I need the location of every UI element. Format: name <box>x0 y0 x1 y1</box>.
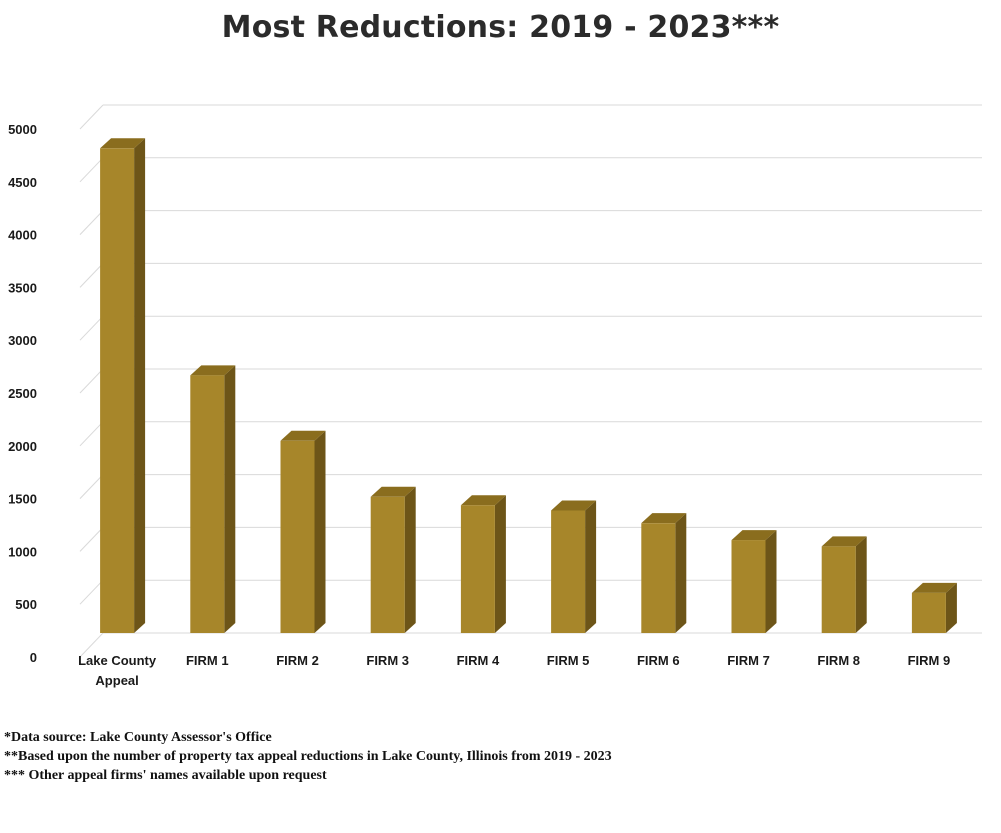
x-axis-labels: Lake County Appeal FIRM 1 FIRM 2 FIRM 3 FIRM … <box>78 653 950 688</box>
gridline-connector <box>79 263 104 288</box>
bar <box>280 440 315 633</box>
x-tick-label: FIRM 6 <box>637 653 680 668</box>
x-tick-label: FIRM 8 <box>817 653 860 668</box>
footnote-methodology: **Based upon the number of property tax … <box>4 749 612 764</box>
bar <box>911 592 946 633</box>
footnotes: *Data source: Lake County Assessor's Off… <box>4 728 984 785</box>
bar-side <box>314 430 326 633</box>
bar <box>460 505 495 633</box>
x-tick-label: FIRM 9 <box>908 653 951 668</box>
bar <box>641 523 676 633</box>
y-tick-label: 1500 <box>8 492 37 507</box>
y-tick-label: 1000 <box>8 544 37 559</box>
footnote-data-source: *Data source: Lake County Assessor's Off… <box>4 730 272 745</box>
gridline-connector <box>79 157 104 183</box>
bar-side <box>945 582 957 633</box>
bar-side <box>585 500 597 633</box>
bar-side <box>765 530 777 633</box>
gridline-connector <box>79 632 104 658</box>
bar-chart: 0 500 1000 1500 2000 2500 3000 3500 4000 4500 5000… <box>8 104 982 688</box>
bar <box>551 510 586 633</box>
y-tick-label: 3000 <box>8 333 37 348</box>
bar <box>100 148 135 633</box>
gridline-connector <box>79 579 104 605</box>
y-axis-ticks: 0 500 1000 1500 2000 2500 3000 3500 4000 4500 5000 <box>8 122 37 665</box>
bar-top <box>821 536 867 547</box>
bar-side <box>675 513 687 633</box>
gridline-connector <box>79 527 104 552</box>
bar <box>370 496 405 633</box>
y-tick-label: 500 <box>15 597 37 612</box>
footnote-other-firms: *** Other appeal firms' names available … <box>4 768 327 783</box>
gridline-connector <box>79 315 104 341</box>
gridlines <box>79 104 982 658</box>
x-tick-label: Appeal <box>95 673 138 688</box>
y-tick-label: 3500 <box>8 280 37 295</box>
x-tick-label: FIRM 1 <box>186 653 229 668</box>
gridline-connector <box>79 368 104 394</box>
y-tick-label: 2000 <box>8 439 37 454</box>
gridline-connector <box>79 104 104 130</box>
chart-title: Most Reductions: 2019 - 2023*** <box>221 10 780 45</box>
bar-side <box>404 486 416 633</box>
x-tick-label: FIRM 4 <box>457 653 500 668</box>
bar-side <box>134 138 146 633</box>
bar <box>190 375 225 633</box>
y-tick-label: 4000 <box>8 228 37 243</box>
bar-top <box>731 530 777 541</box>
bar-top <box>641 513 687 524</box>
bar-top <box>551 500 597 511</box>
y-tick-label: 4500 <box>8 175 37 190</box>
bar-side <box>855 536 867 633</box>
y-tick-label: 5000 <box>8 122 37 137</box>
bars <box>100 138 957 633</box>
bar-top <box>190 365 236 376</box>
gridline-connector <box>79 210 104 235</box>
bar <box>731 540 766 633</box>
bar-side <box>224 365 236 633</box>
bar-top <box>280 430 326 441</box>
x-tick-label: FIRM 7 <box>727 653 770 668</box>
bar-side <box>494 495 506 633</box>
x-tick-label: FIRM 2 <box>276 653 319 668</box>
x-tick-label: FIRM 3 <box>366 653 409 668</box>
y-tick-label: 0 <box>30 650 37 665</box>
x-tick-label: FIRM 5 <box>547 653 590 668</box>
gridline-connector <box>79 474 104 499</box>
y-tick-label: 2500 <box>8 386 37 401</box>
x-tick-label: Lake County <box>78 653 157 668</box>
gridline-connector <box>79 421 104 447</box>
bar-top <box>370 486 416 497</box>
bar-top <box>460 495 506 506</box>
bar-top <box>100 138 146 149</box>
bar-top <box>911 582 957 593</box>
bar <box>821 546 856 633</box>
